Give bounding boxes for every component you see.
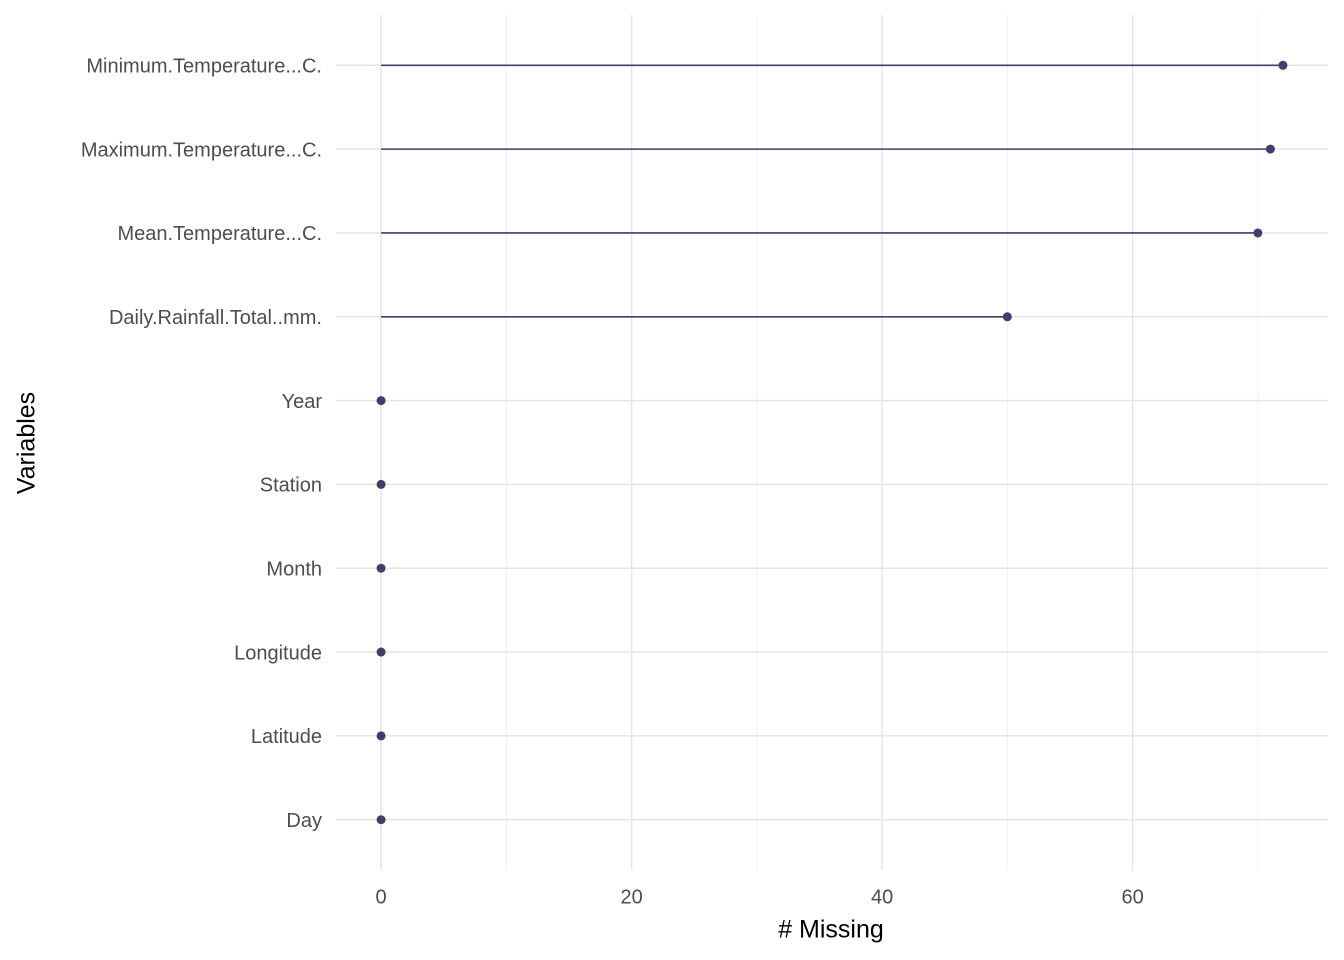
lollipop-dot [1002,312,1012,322]
y-tick-label: Daily.Rainfall.Total..mm. [109,307,322,329]
x-tick-label: 20 [620,886,642,908]
y-tick-label: Day [286,810,322,832]
lollipop-dot [1265,144,1275,154]
x-axis-title: # Missing [778,916,884,944]
y-tick-label: Station [260,475,322,497]
y-axis-title: Variables [13,392,41,494]
lollipop-dot [376,815,386,825]
lollipop-dot [376,647,386,657]
y-tick-label: Month [266,559,322,581]
x-tick-label: 60 [1121,886,1143,908]
lollipop-dot [376,396,386,406]
x-tick-label: 40 [871,886,893,908]
y-tick-label: Year [282,391,323,413]
lollipop-dot [376,563,386,573]
lollipop-dot [1253,228,1263,238]
y-tick-label: Mean.Temperature...C. [117,223,322,245]
x-tick-label: 0 [376,886,387,908]
y-tick-label: Longitude [234,642,322,664]
y-tick-label: Latitude [251,726,322,748]
lollipop-dot [1278,60,1288,70]
y-tick-label: Minimum.Temperature...C. [86,56,322,78]
y-tick-label: Maximum.Temperature...C. [81,139,322,161]
lollipop-dot [376,479,386,489]
lollipop-dot [376,731,386,741]
